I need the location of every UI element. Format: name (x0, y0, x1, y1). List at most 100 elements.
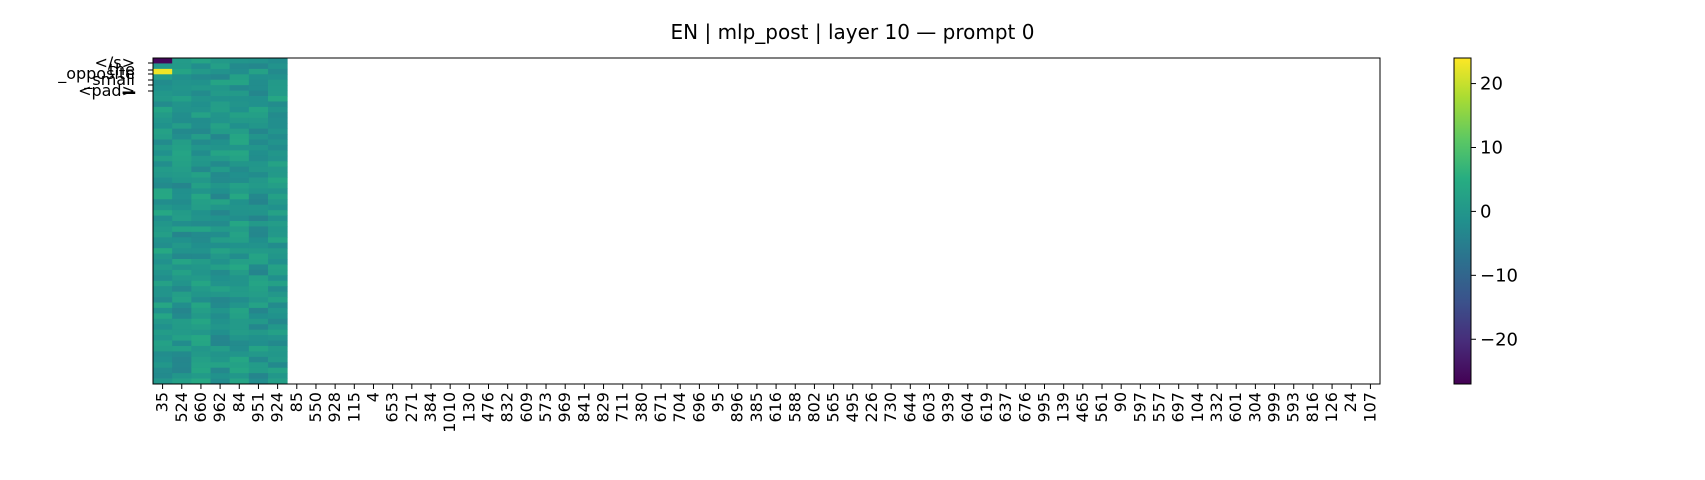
heatmap-cell (191, 335, 211, 341)
x-tick-label: 495 (843, 392, 862, 423)
heatmap-cell (268, 253, 288, 260)
heatmap-cell (172, 199, 192, 206)
x-tick-label: 95 (709, 392, 728, 412)
heatmap-cell (229, 237, 250, 244)
heatmap-cell (229, 128, 250, 135)
heatmap-cell (191, 340, 211, 347)
heatmap-cell (210, 204, 231, 211)
heatmap-cell (191, 297, 211, 303)
heatmap-cell (248, 58, 269, 64)
heatmap-cell (229, 90, 250, 97)
x-tick-label: 380 (632, 392, 651, 423)
heatmap-cell (210, 221, 231, 227)
heatmap-cell (210, 297, 231, 303)
heatmap-cell (229, 313, 250, 320)
heatmap-cell (229, 68, 250, 75)
heatmap-cell (268, 199, 288, 206)
heatmap-cell (191, 79, 211, 86)
heatmap-cell (172, 356, 192, 363)
colorbar-tick-label: 10 (1480, 137, 1503, 158)
heatmap-cell (248, 362, 269, 369)
heatmap-cell (210, 345, 231, 352)
y-tick-label: _opposite (57, 64, 135, 84)
heatmap-cell (268, 193, 288, 200)
heatmap-cell (248, 280, 269, 287)
heatmap-cell (191, 215, 211, 222)
x-tick-label: 139 (1054, 392, 1073, 423)
heatmap-cell (153, 264, 173, 271)
heatmap-cell (268, 302, 288, 309)
heatmap-cell (210, 106, 231, 113)
heatmap-cell (268, 150, 288, 157)
x-tick-label: 962 (210, 392, 229, 423)
heatmap-cell (210, 248, 231, 254)
heatmap-cell (248, 166, 269, 173)
heatmap-cell (153, 155, 173, 162)
heatmap-cell (210, 302, 231, 309)
x-tick-label: 565 (824, 392, 843, 423)
heatmap-cell (229, 63, 250, 70)
heatmap-cell (210, 237, 231, 244)
heatmap-cell (172, 275, 192, 282)
x-tick-label: 616 (766, 392, 785, 423)
heatmap-cell (248, 193, 269, 200)
heatmap-cell (210, 63, 231, 70)
y-tick-label: _small (83, 70, 135, 90)
heatmap-cell (153, 210, 173, 216)
x-tick-label: 90 (1111, 392, 1130, 412)
heatmap-cell (172, 242, 192, 249)
heatmap-cell (153, 286, 173, 293)
heatmap-cell (153, 340, 173, 347)
heatmap-cell (268, 248, 288, 254)
heatmap-cell (268, 356, 288, 363)
heatmap-cell (210, 172, 231, 178)
heatmap-cell (248, 248, 269, 254)
heatmap-cell (172, 259, 192, 265)
heatmap-cell (153, 139, 173, 146)
heatmap-cell (268, 123, 288, 130)
heatmap-cell (172, 96, 192, 102)
heatmap-cell (268, 264, 288, 271)
heatmap-cell (191, 324, 211, 331)
heatmap-cell (191, 166, 211, 173)
heatmap-cell (248, 204, 269, 211)
heatmap-cell (210, 329, 231, 336)
x-tick-label: 226 (862, 392, 881, 423)
heatmap-cell (172, 79, 192, 86)
heatmap-cell (268, 188, 288, 195)
heatmap-cell (172, 58, 192, 64)
x-tick-label: 609 (517, 392, 536, 423)
heatmap-cell (229, 226, 250, 233)
heatmap-cell (153, 150, 173, 157)
heatmap-cell (248, 68, 269, 75)
heatmap-cell (172, 155, 192, 162)
heatmap-cell (210, 242, 231, 249)
heatmap-cell (153, 297, 173, 303)
heatmap-cell (268, 226, 288, 233)
heatmap-cell (268, 318, 288, 325)
heatmap-cell (248, 106, 269, 113)
heatmap-cell (210, 269, 231, 276)
heatmap-cell (172, 68, 192, 75)
heatmap-cell (248, 139, 269, 146)
heatmap-cell (172, 172, 192, 178)
heatmap-cell (268, 280, 288, 287)
x-tick-label: 896 (728, 392, 747, 423)
heatmap-cell (153, 362, 173, 369)
heatmap-cell (153, 74, 173, 81)
x-tick-label: 85 (287, 392, 306, 412)
x-tick-label: 928 (325, 392, 344, 423)
heatmap-cell (229, 139, 250, 146)
heatmap-cell (248, 302, 269, 309)
heatmap-cell (268, 378, 288, 385)
heatmap-cell (191, 318, 211, 325)
heatmap-cell (172, 291, 192, 298)
heatmap-cell (153, 134, 173, 140)
heatmap-cell (268, 215, 288, 222)
x-tick-label: 304 (1245, 392, 1264, 423)
heatmap-cell (172, 221, 192, 227)
heatmap-cell (229, 144, 250, 151)
heatmap-cell (172, 231, 192, 238)
heatmap-cell (268, 101, 288, 108)
heatmap-cell (191, 286, 211, 293)
